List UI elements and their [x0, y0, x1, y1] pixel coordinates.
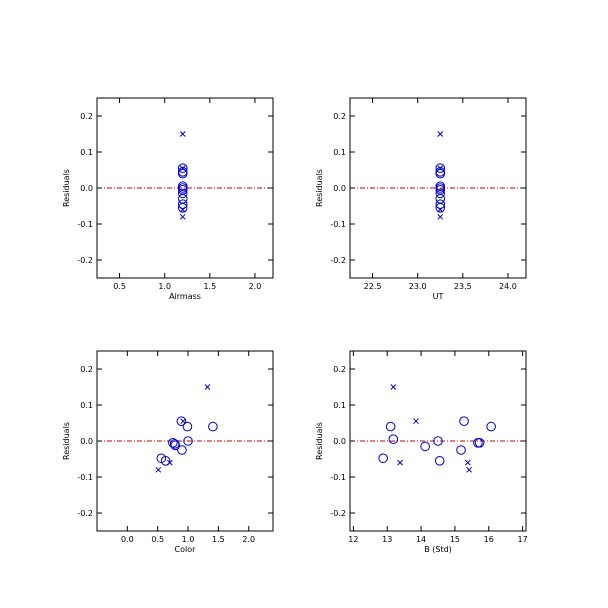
x-data-point — [179, 213, 186, 220]
x-data-point — [437, 206, 444, 213]
circle-data-point — [435, 203, 446, 213]
y-axis-label: Residuals — [62, 169, 71, 207]
x-tick-label: 2.0 — [242, 535, 255, 544]
x-tick-label: 1.5 — [212, 535, 225, 544]
circle-data-point — [420, 441, 430, 452]
x-tick-label: 13 — [382, 535, 392, 544]
circle-data-point — [176, 416, 187, 427]
residuals-vs-airmass-panel: 0.5 1.0 1.5 2.0 -0.2 -0.1 0.0 0.1 0.2 Airmass Resi… — [62, 97, 274, 301]
x-axis-label: Color — [175, 545, 197, 554]
circle-data-point — [435, 188, 446, 199]
circle-data-point — [378, 453, 388, 464]
y-tick-label: -0.1 — [77, 473, 93, 482]
x-data-point — [179, 165, 186, 172]
x-tick-label: 2.0 — [249, 282, 262, 291]
x-tick-label: 16 — [484, 535, 494, 544]
y-tick-label: 0.1 — [333, 401, 346, 410]
circle-data-point — [486, 421, 496, 432]
x-tick-label: 0.0 — [121, 535, 134, 544]
residuals-vs-color-panel: 0.0 0.5 1.0 1.5 2.0 -0.2 -0.1 0.0 0.1 0.2 Color Res… — [62, 350, 274, 554]
x-data-point — [179, 206, 186, 213]
x-tick-label: 1.5 — [203, 282, 216, 291]
x-tick-label: 17 — [518, 535, 528, 544]
y-tick-label: 0.0 — [333, 437, 346, 446]
x-data-point — [180, 418, 187, 425]
x-tick-label: 14 — [416, 535, 426, 544]
x-data-point — [437, 165, 444, 172]
y-tick-label: 0.0 — [333, 184, 346, 193]
x-tick-label: 23.0 — [409, 282, 427, 291]
residuals-vs-b-std-panel: 12 13 14 15 16 17 -0.2 -0.1 0.0 0.1 0.2 B (Std) Resi… — [315, 350, 528, 554]
circle-data-point — [474, 438, 485, 448]
circle-data-point — [385, 421, 396, 432]
y-axis-label: Residuals — [315, 169, 324, 207]
y-tick-label: 0.2 — [80, 112, 93, 121]
y-tick-label: -0.2 — [330, 509, 346, 518]
circle-data-point — [177, 188, 188, 199]
x-axis-label: Airmass — [169, 292, 201, 301]
y-tick-label: -0.2 — [77, 509, 93, 518]
x-data-point — [204, 384, 211, 390]
circle-data-point — [433, 436, 443, 446]
x-data-point — [466, 466, 472, 473]
x-tick-label: 24.0 — [499, 282, 517, 291]
y-tick-label: 0.1 — [80, 148, 93, 157]
x-data-point — [390, 384, 397, 390]
y-tick-label: 0.0 — [80, 437, 93, 446]
x-data-point — [437, 213, 444, 220]
circle-data-point — [208, 421, 218, 432]
y-axis-label: Residuals — [62, 422, 71, 460]
circle-data-point — [434, 456, 445, 466]
x-tick-label: 0.5 — [113, 282, 126, 291]
circle-data-point — [177, 168, 188, 179]
circle-data-point — [177, 163, 188, 173]
x-tick-label: 0.5 — [151, 535, 164, 544]
y-tick-label: -0.2 — [330, 256, 346, 265]
circle-data-point — [183, 436, 193, 446]
circle-data-point — [435, 199, 446, 209]
y-tick-label: -0.1 — [330, 473, 346, 482]
x-tick-label: 22.5 — [364, 282, 382, 291]
y-tick-label: -0.1 — [77, 220, 93, 229]
x-data-point — [464, 459, 471, 466]
x-tick-label: 12 — [348, 535, 358, 544]
circle-data-point — [435, 168, 446, 179]
x-tick-label: 1.0 — [158, 282, 171, 291]
x-tick-label: 1.0 — [182, 535, 195, 544]
y-tick-label: -0.2 — [77, 256, 93, 265]
circle-data-point — [168, 438, 178, 448]
y-tick-label: 0.0 — [80, 184, 93, 193]
x-axis-label: B (Std) — [424, 545, 452, 554]
y-tick-label: 0.2 — [80, 365, 93, 374]
circle-data-point — [456, 445, 466, 455]
circle-data-point — [177, 445, 187, 455]
y-tick-label: -0.1 — [330, 220, 346, 229]
x-data-point — [179, 131, 186, 137]
circle-data-point — [459, 416, 469, 427]
x-tick-label: 15 — [450, 535, 460, 544]
circle-data-point — [160, 456, 171, 466]
y-tick-label: 0.1 — [333, 148, 346, 157]
x-data-point — [155, 466, 162, 473]
circle-data-point — [169, 439, 180, 449]
circle-data-point — [435, 163, 446, 173]
circle-data-point — [177, 203, 188, 213]
x-data-point — [397, 459, 403, 466]
y-tick-label: 0.2 — [333, 365, 346, 374]
circle-data-point — [177, 199, 188, 209]
x-axis-label: UT — [433, 292, 444, 301]
y-axis-label: Residuals — [315, 422, 324, 460]
x-data-point — [437, 131, 444, 137]
residuals-vs-ut-panel: 22.5 23.0 23.5 24.0 -0.2 -0.1 0.0 0.1 0.2 UT Resid… — [315, 97, 527, 301]
y-tick-label: 0.1 — [80, 401, 93, 410]
x-data-point — [413, 418, 419, 425]
circle-data-point — [388, 434, 399, 445]
y-tick-label: 0.2 — [333, 112, 346, 121]
circle-data-point — [182, 421, 193, 432]
x-tick-label: 23.5 — [454, 282, 472, 291]
x-data-point — [166, 459, 173, 466]
